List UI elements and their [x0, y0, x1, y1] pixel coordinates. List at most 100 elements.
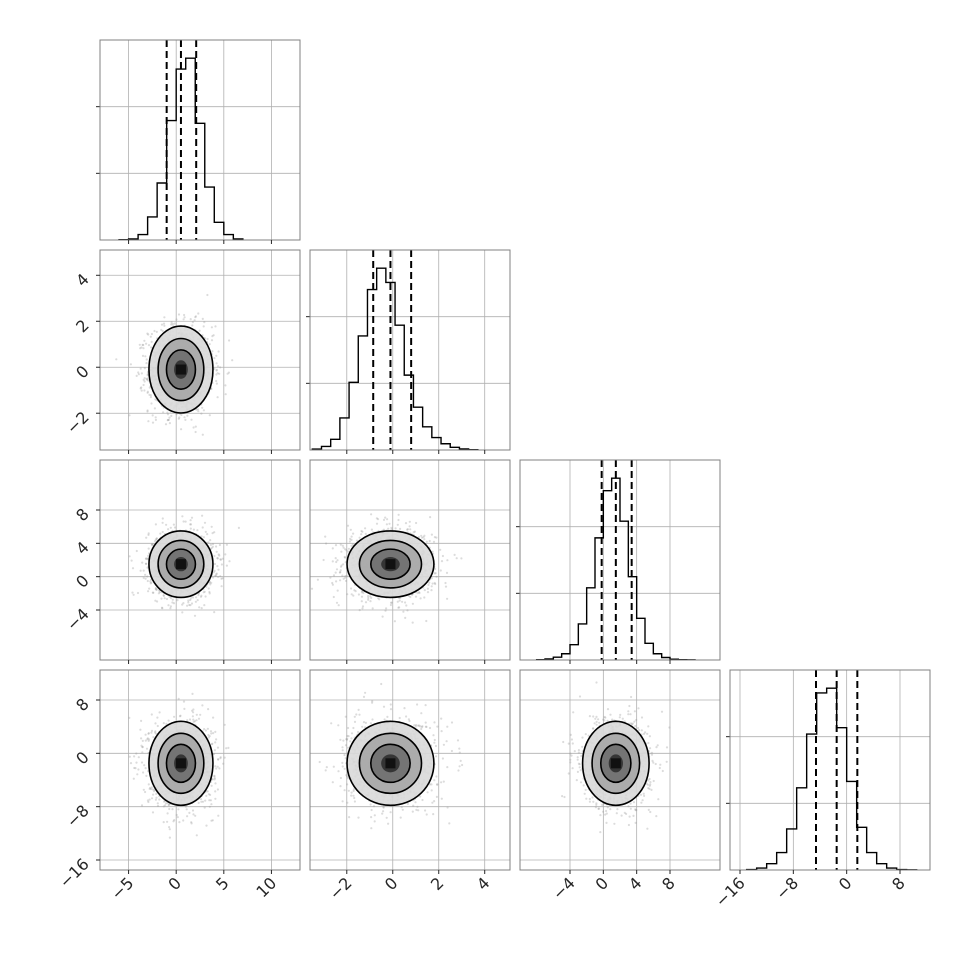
scatter-point — [370, 596, 373, 600]
scatter-point — [187, 601, 190, 604]
scatter-point — [160, 323, 164, 326]
scatter-point — [428, 581, 431, 584]
scatter-point — [212, 576, 215, 579]
scatter-point — [213, 357, 216, 360]
scatter-point — [213, 611, 216, 614]
scatter-point — [385, 607, 388, 610]
scatter-point — [131, 591, 134, 594]
y-tick-label: 0 — [72, 362, 93, 383]
scatter-point — [208, 805, 211, 808]
scatter-point — [409, 528, 412, 531]
scatter-point — [419, 597, 422, 600]
scatter-point — [434, 567, 437, 571]
scatter-point — [216, 565, 219, 568]
scatter-point — [360, 533, 363, 536]
scatter-point — [147, 532, 150, 535]
scatter-point — [151, 421, 155, 424]
scatter-point — [167, 418, 170, 421]
scatter-point — [216, 396, 219, 399]
y-tick-label: 2 — [72, 316, 93, 337]
scatter-point — [160, 328, 163, 331]
scatter-point — [173, 715, 176, 718]
scatter-point — [360, 600, 363, 603]
scatter-point — [364, 527, 367, 530]
scatter-point — [176, 816, 179, 819]
scatter-point — [144, 577, 147, 580]
scatter-point — [226, 372, 229, 375]
scatter-point — [369, 600, 372, 603]
scatter-point — [155, 537, 158, 541]
scatter-point — [157, 592, 160, 595]
scatter-point — [162, 411, 165, 414]
scatter-cloud — [128, 692, 230, 839]
scatter-point — [148, 787, 151, 791]
scatter-point — [411, 621, 414, 624]
scatter-point — [394, 527, 397, 530]
scatter-point — [168, 416, 171, 419]
scatter-point — [417, 535, 420, 539]
scatter-point — [441, 554, 444, 558]
scatter-point — [142, 343, 145, 347]
scatter-point — [426, 591, 430, 594]
scatter-point — [144, 739, 147, 742]
scatter-point — [140, 386, 143, 389]
scatter-point — [154, 398, 157, 401]
scatter-point — [220, 577, 223, 580]
scatter-point — [173, 526, 177, 529]
scatter-point — [192, 426, 195, 429]
scatter-point — [218, 543, 221, 547]
scatter-point — [170, 321, 173, 324]
scatter-point — [115, 358, 118, 361]
scatter-point — [215, 738, 218, 741]
scatter-point — [325, 542, 328, 545]
scatter-point — [194, 600, 197, 603]
scatter-point — [129, 363, 132, 366]
scatter-point — [224, 384, 227, 387]
scatter-point — [171, 323, 174, 326]
scatter-point — [201, 406, 204, 409]
scatter-point — [414, 595, 418, 598]
scatter-point — [173, 819, 176, 822]
scatter-point — [422, 536, 425, 539]
scatter-point — [455, 557, 458, 560]
scatter-point — [367, 596, 370, 600]
scatter-point — [213, 531, 216, 534]
scatter-point — [345, 574, 348, 577]
scatter-point — [151, 414, 154, 417]
scatter-point — [361, 530, 364, 533]
scatter-point — [346, 550, 349, 553]
scatter-point — [350, 587, 353, 590]
scatter-point — [214, 574, 217, 577]
scatter-point — [153, 540, 157, 543]
scatter-point — [137, 768, 140, 771]
contour-line-1 — [358, 539, 423, 589]
scatter-point — [158, 591, 161, 594]
scatter-point — [218, 372, 221, 375]
scatter-point — [154, 416, 157, 419]
scatter-point — [146, 374, 149, 377]
scatter-point — [411, 602, 414, 605]
scatter-point — [155, 732, 158, 735]
scatter-point — [215, 573, 218, 576]
scatter-point — [406, 528, 409, 531]
scatter-point — [339, 569, 342, 572]
scatter-point — [145, 377, 148, 381]
scatter-point — [139, 728, 142, 731]
scatter-point — [331, 547, 334, 550]
scatter-point — [219, 366, 222, 369]
scatter-point — [178, 821, 181, 824]
scatter-point — [404, 522, 408, 525]
scatter-point — [140, 372, 143, 375]
scatter-point — [195, 713, 198, 716]
scatter-point — [147, 590, 150, 593]
scatter-point — [147, 554, 150, 558]
scatter-point — [196, 529, 199, 532]
scatter-point — [189, 318, 192, 321]
scatter-point — [156, 716, 159, 719]
scatter-point — [341, 574, 344, 577]
scatter-point — [165, 597, 169, 601]
scatter-point — [203, 321, 206, 324]
scatter-point — [149, 582, 152, 585]
scatter-point — [339, 565, 343, 568]
scatter-point — [162, 722, 165, 725]
